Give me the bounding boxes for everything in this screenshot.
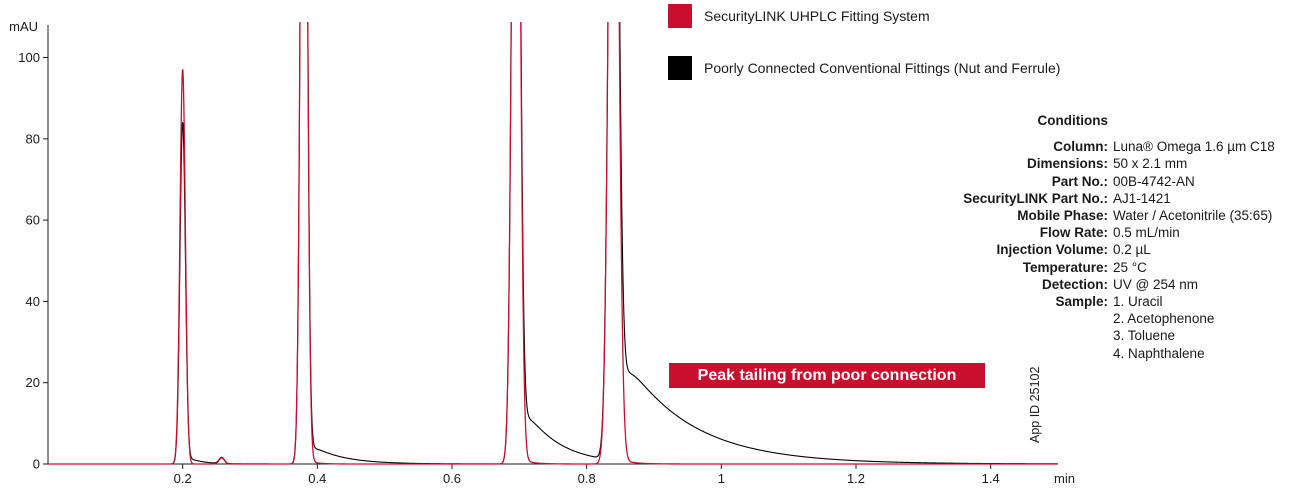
condition-row-securitylink-part-no: SecurityLINK Part No.: AJ1-1421 [940, 190, 1300, 207]
series-line-conventional [47, 22, 1059, 465]
condition-value: Water / Acetonitrile (35:65) [1113, 208, 1273, 224]
legend-label: Poorly Connected Conventional Fittings (… [704, 60, 1061, 76]
chart-axes: 0 20 40 60 80 100 0.2 0.4 0.6 0.8 1 1.2 1.4 mAU min [9, 19, 1075, 486]
condition-label: Detection: [1041, 276, 1108, 292]
app-id-label: App ID 25102 [1028, 366, 1042, 443]
condition-label: Dimensions: [1026, 156, 1108, 172]
legend-item-securitylink: SecurityLINK UHPLC Fitting System [668, 4, 930, 28]
condition-row-temperature: Temperature: 25 °C [940, 259, 1300, 276]
y-axis-label: mAU [9, 19, 38, 34]
condition-value: AJ1-1421 [1113, 190, 1171, 206]
y-tick-label: 100 [18, 50, 40, 65]
y-tick-label: 20 [26, 375, 40, 390]
x-tick-label: 1.2 [847, 471, 865, 486]
condition-row-injection-volume: Injection Volume: 0.2 µL [940, 241, 1300, 258]
condition-label: SecurityLINK Part No.: [963, 190, 1108, 206]
x-axis-label: min [1054, 471, 1075, 486]
condition-label: Mobile Phase: [1017, 208, 1108, 224]
condition-label: Column: [1053, 139, 1108, 155]
condition-value: 00B-4742-AN [1113, 173, 1195, 189]
y-tick-label: 60 [26, 213, 40, 228]
condition-row-mobile-phase: Mobile Phase: Water / Acetonitrile (35:6… [940, 207, 1300, 224]
condition-row-dimensions: Dimensions: 50 x 2.1 mm [940, 155, 1300, 172]
condition-row-detection: Detection: UV @ 254 nm [940, 276, 1300, 293]
legend-item-conventional: Poorly Connected Conventional Fittings (… [668, 56, 1060, 80]
sample-item: 2. Acetophenone [1113, 311, 1215, 327]
sample-list: 1. Uracil 2. Acetophenone 3. Toluene 4. … [1113, 293, 1214, 362]
series-line-securitylink [47, 22, 1059, 465]
x-tick-label: 0.2 [174, 471, 192, 486]
condition-value: 0.2 µL [1113, 242, 1151, 258]
x-tick-label: 0.6 [443, 471, 461, 486]
legend-swatch-red [668, 4, 692, 28]
condition-value: 0.5 mL/min [1113, 225, 1180, 241]
x-tick-label: 0.4 [308, 471, 326, 486]
sample-item: 1. Uracil [1113, 294, 1163, 310]
condition-value: UV @ 254 nm [1113, 276, 1198, 292]
condition-label: Injection Volume: [996, 242, 1108, 258]
condition-row-column: Column: Luna® Omega 1.6 µm C18 [940, 138, 1300, 155]
condition-row-flow-rate: Flow Rate: 0.5 mL/min [940, 224, 1300, 241]
conditions-panel: Conditions Column: Luna® Omega 1.6 µm C1… [940, 112, 1300, 362]
x-tick-label: 1.4 [982, 471, 1000, 486]
condition-label: Part No.: [1051, 173, 1108, 189]
condition-value: 25 °C [1113, 259, 1147, 275]
x-tick-label: 1 [718, 471, 725, 486]
y-tick-label: 80 [26, 131, 40, 146]
condition-label: Sample: [1055, 294, 1108, 310]
condition-value: Luna® Omega 1.6 µm C18 [1113, 139, 1275, 155]
legend-label: SecurityLINK UHPLC Fitting System [704, 8, 930, 24]
chart-series [47, 22, 1059, 465]
condition-row-sample: Sample: 1. Uracil 2. Acetophenone 3. Tol… [940, 293, 1300, 362]
y-tick-label: 40 [26, 294, 40, 309]
condition-label: Flow Rate: [1039, 225, 1108, 241]
chart-legend: SecurityLINK UHPLC Fitting System Poorly… [668, 4, 1138, 84]
peak-tailing-annotation: Peak tailing from poor connection [669, 363, 985, 388]
y-tick-label: 0 [33, 457, 40, 472]
condition-label: Temperature: [1022, 259, 1108, 275]
condition-row-part-no: Part No.: 00B-4742-AN [940, 173, 1300, 190]
legend-swatch-black [668, 56, 692, 80]
conditions-title: Conditions [1037, 113, 1109, 128]
sample-item: 4. Naphthalene [1113, 345, 1205, 361]
x-tick-label: 0.8 [578, 471, 596, 486]
condition-value: 50 x 2.1 mm [1113, 156, 1188, 172]
sample-item: 3. Toluene [1113, 328, 1176, 344]
